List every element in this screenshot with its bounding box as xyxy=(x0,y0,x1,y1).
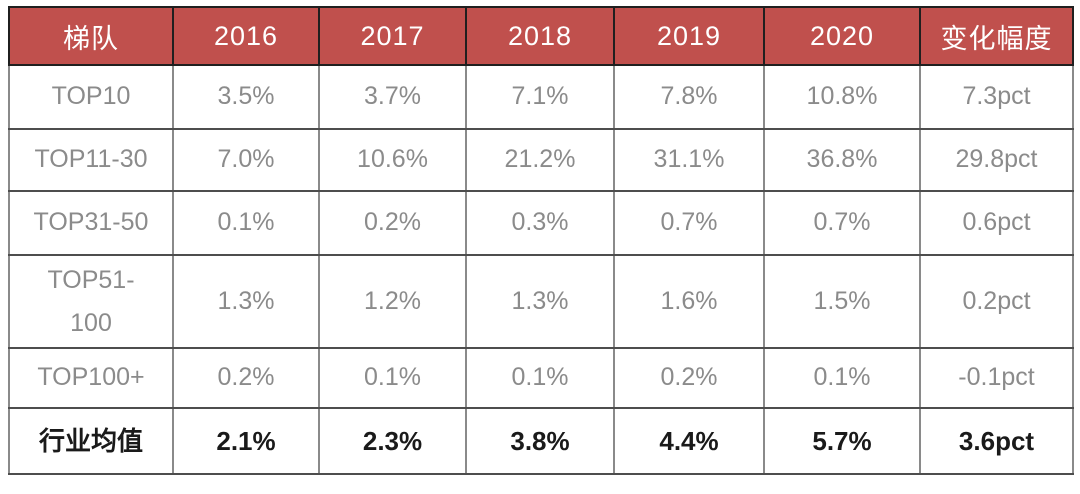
column-header-2018: 2018 xyxy=(465,6,615,66)
cell-value: 5.7% xyxy=(763,407,921,475)
table-row-top31-50: TOP31-50 0.1% 0.2% 0.3% 0.7% 0.7% 0.6pct xyxy=(8,190,1074,256)
cell-value: 1.6% xyxy=(613,254,765,349)
table-row-top11-30: TOP11-30 7.0% 10.6% 21.2% 31.1% 36.8% 29… xyxy=(8,128,1074,192)
cell-value: 29.8pct xyxy=(919,128,1074,192)
column-header-2019: 2019 xyxy=(613,6,765,66)
row-label: 行业均值 xyxy=(8,407,174,475)
cell-value: 0.3% xyxy=(465,190,615,256)
row-label: TOP31-50 xyxy=(8,190,174,256)
cell-value: 7.8% xyxy=(613,64,765,130)
tier-share-table: 梯队 2016 2017 2018 2019 2020 变化幅度 TOP10 3… xyxy=(8,6,1074,475)
cell-value: 1.3% xyxy=(172,254,320,349)
column-header-2016: 2016 xyxy=(172,6,320,66)
cell-value: 10.8% xyxy=(763,64,921,130)
table-row-top100plus: TOP100+ 0.2% 0.1% 0.1% 0.2% 0.1% -0.1pct xyxy=(8,347,1074,409)
cell-value: 3.7% xyxy=(318,64,467,130)
column-header-tier: 梯队 xyxy=(8,6,174,66)
row-label: TOP11-30 xyxy=(8,128,174,192)
cell-value: 0.1% xyxy=(318,347,467,409)
table-body: TOP10 3.5% 3.7% 7.1% 7.8% 10.8% 7.3pct T… xyxy=(8,64,1074,475)
row-label: TOP100+ xyxy=(8,347,174,409)
row-label: TOP10 xyxy=(8,64,174,130)
header-row: 梯队 2016 2017 2018 2019 2020 变化幅度 xyxy=(8,6,1074,66)
cell-value: 0.6pct xyxy=(919,190,1074,256)
cell-value: -0.1pct xyxy=(919,347,1074,409)
table-row-industry-average: 行业均值 2.1% 2.3% 3.8% 4.4% 5.7% 3.6pct xyxy=(8,407,1074,475)
cell-value: 2.3% xyxy=(318,407,467,475)
cell-value: 1.3% xyxy=(465,254,615,349)
cell-value: 21.2% xyxy=(465,128,615,192)
column-header-2017: 2017 xyxy=(318,6,467,66)
cell-value: 2.1% xyxy=(172,407,320,475)
cell-value: 0.1% xyxy=(172,190,320,256)
column-header-change: 变化幅度 xyxy=(919,6,1074,66)
cell-value: 36.8% xyxy=(763,128,921,192)
cell-value: 31.1% xyxy=(613,128,765,192)
cell-value: 1.5% xyxy=(763,254,921,349)
cell-value: 3.6pct xyxy=(919,407,1074,475)
cell-value: 0.2% xyxy=(172,347,320,409)
cell-value: 3.5% xyxy=(172,64,320,130)
row-label: TOP51-100 xyxy=(8,254,174,349)
cell-value: 0.2% xyxy=(613,347,765,409)
cell-value: 4.4% xyxy=(613,407,765,475)
cell-value: 3.8% xyxy=(465,407,615,475)
table-header: 梯队 2016 2017 2018 2019 2020 变化幅度 xyxy=(8,6,1074,66)
table-row-top51-100: TOP51-100 1.3% 1.2% 1.3% 1.6% 1.5% 0.2pc… xyxy=(8,254,1074,349)
cell-value: 7.0% xyxy=(172,128,320,192)
cell-value: 1.2% xyxy=(318,254,467,349)
cell-value: 0.7% xyxy=(613,190,765,256)
cell-value: 0.2pct xyxy=(919,254,1074,349)
cell-value: 7.1% xyxy=(465,64,615,130)
cell-value: 0.1% xyxy=(763,347,921,409)
cell-value: 0.1% xyxy=(465,347,615,409)
cell-value: 10.6% xyxy=(318,128,467,192)
column-header-2020: 2020 xyxy=(763,6,921,66)
table-row-top10: TOP10 3.5% 3.7% 7.1% 7.8% 10.8% 7.3pct xyxy=(8,64,1074,130)
cell-value: 0.7% xyxy=(763,190,921,256)
cell-value: 0.2% xyxy=(318,190,467,256)
cell-value: 7.3pct xyxy=(919,64,1074,130)
